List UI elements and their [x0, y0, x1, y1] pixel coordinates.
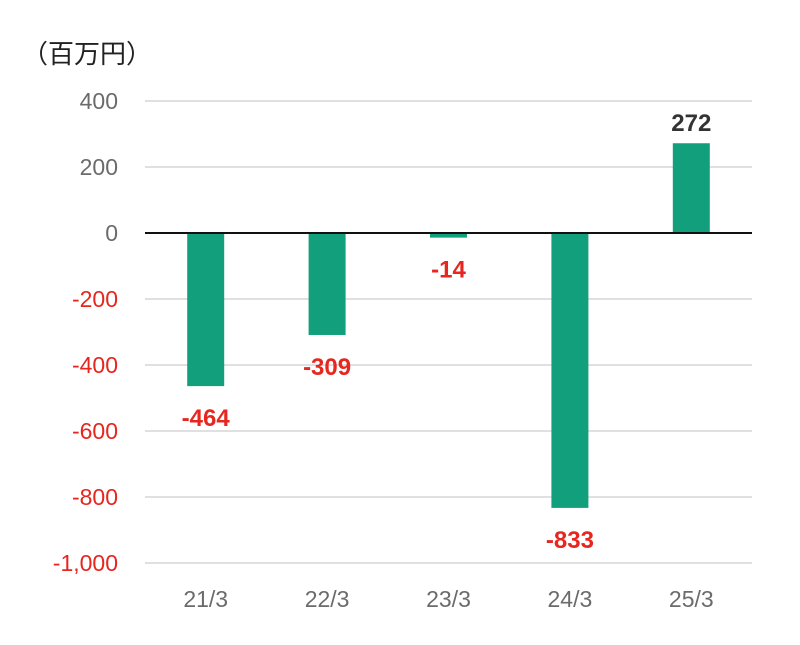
y-tick-label: 0 — [105, 220, 118, 246]
bar — [308, 233, 346, 335]
y-tick-label: -1,000 — [53, 550, 118, 576]
data-label: 272 — [671, 110, 711, 137]
y-axis-unit-label: （百万円） — [22, 40, 153, 70]
x-tick-label: 23/3 — [426, 586, 471, 612]
x-tick-label: 25/3 — [669, 586, 714, 612]
bar — [187, 233, 225, 387]
bar — [551, 233, 589, 508]
y-tick-label: 400 — [80, 88, 118, 114]
bar — [672, 143, 710, 233]
y-tick-label: -400 — [72, 352, 118, 378]
x-tick-label: 21/3 — [183, 586, 228, 612]
x-tick-label: 22/3 — [305, 586, 350, 612]
bar — [430, 233, 467, 238]
y-tick-label: -800 — [72, 484, 118, 510]
data-label: -464 — [182, 405, 231, 432]
y-tick-label: -600 — [72, 418, 118, 444]
data-label: -833 — [546, 527, 594, 554]
y-tick-label: 200 — [80, 154, 118, 180]
x-tick-label: 24/3 — [548, 586, 593, 612]
data-label: -309 — [303, 354, 351, 381]
data-label: -14 — [431, 257, 466, 284]
y-tick-label: -200 — [72, 286, 118, 312]
